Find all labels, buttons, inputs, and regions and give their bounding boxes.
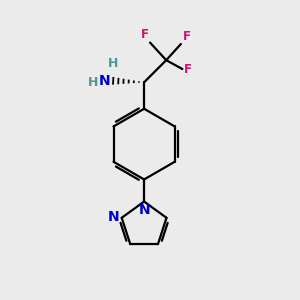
Text: N: N bbox=[108, 210, 119, 224]
Text: F: F bbox=[182, 29, 190, 43]
Text: F: F bbox=[140, 28, 148, 41]
Text: F: F bbox=[184, 62, 192, 76]
Text: H: H bbox=[107, 58, 118, 70]
Text: N: N bbox=[99, 74, 111, 88]
Text: N: N bbox=[139, 203, 151, 217]
Text: H: H bbox=[88, 76, 98, 89]
